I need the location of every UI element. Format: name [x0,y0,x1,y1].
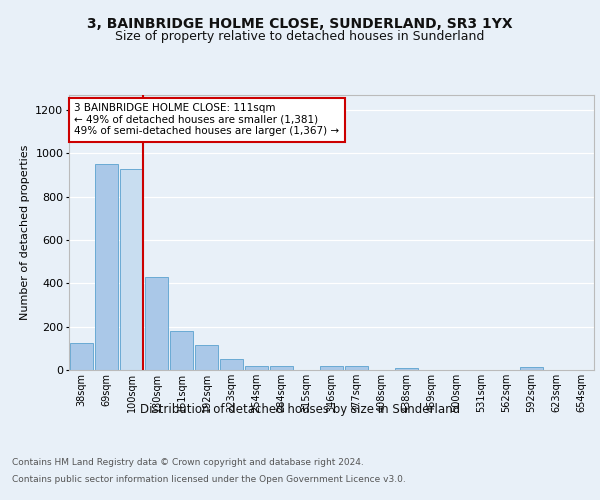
Bar [120,168,143,370]
Text: Size of property relative to detached houses in Sunderland: Size of property relative to detached ho… [115,30,485,43]
Text: Distribution of detached houses by size in Sunderland: Distribution of detached houses by size … [140,402,460,415]
Bar [520,368,543,370]
Text: Contains public sector information licensed under the Open Government Licence v3: Contains public sector information licen… [12,474,406,484]
Text: Contains HM Land Registry data © Crown copyright and database right 2024.: Contains HM Land Registry data © Crown c… [12,458,364,467]
Bar [170,331,193,370]
Bar [70,343,93,370]
Bar [145,277,168,370]
Bar [270,366,293,370]
Bar [395,368,418,370]
Text: 3, BAINBRIDGE HOLME CLOSE, SUNDERLAND, SR3 1YX: 3, BAINBRIDGE HOLME CLOSE, SUNDERLAND, S… [87,18,513,32]
Bar [345,366,368,370]
Y-axis label: Number of detached properties: Number of detached properties [20,145,30,320]
Bar [95,164,118,370]
Bar [195,345,218,370]
Text: 3 BAINBRIDGE HOLME CLOSE: 111sqm
← 49% of detached houses are smaller (1,381)
49: 3 BAINBRIDGE HOLME CLOSE: 111sqm ← 49% o… [74,104,340,136]
Bar [245,366,268,370]
Bar [320,366,343,370]
Bar [220,359,243,370]
